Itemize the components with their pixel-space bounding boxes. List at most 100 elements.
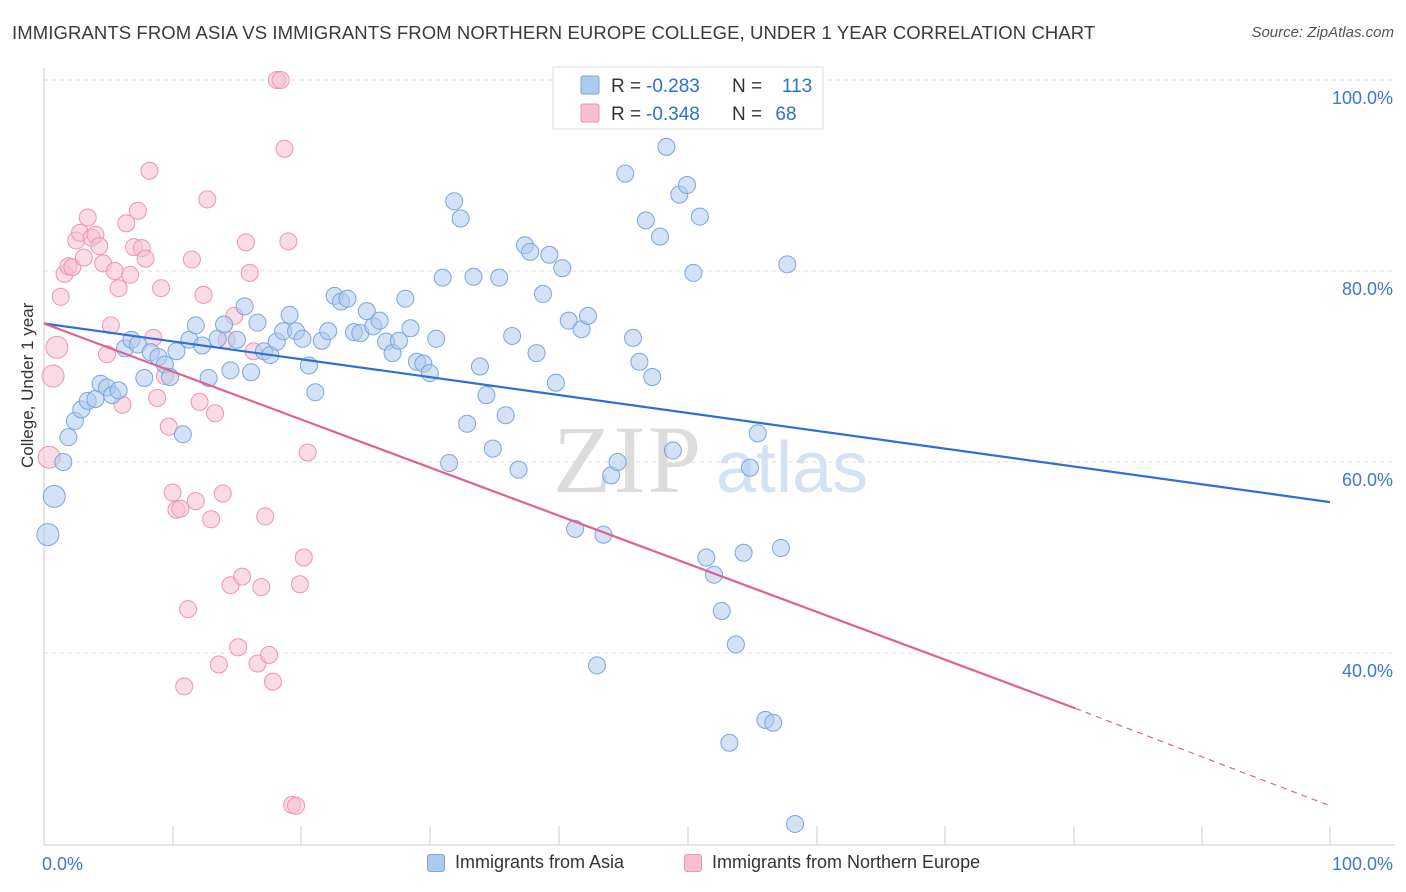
point-asia xyxy=(503,326,522,345)
point-europe xyxy=(202,510,221,529)
point-asia xyxy=(451,209,470,228)
legend-label-asia: Immigrants from Asia xyxy=(455,852,625,872)
point-asia xyxy=(771,538,790,557)
point-asia xyxy=(559,311,578,330)
point-europe xyxy=(78,208,97,227)
point-asia xyxy=(440,453,459,472)
point-asia xyxy=(587,656,606,675)
point-europe xyxy=(90,237,109,256)
point-asia xyxy=(684,263,703,282)
point-asia xyxy=(235,297,254,316)
point-asia xyxy=(135,368,154,387)
point-europe xyxy=(260,645,279,664)
point-europe xyxy=(179,600,198,619)
y-tick-label: 60.0% xyxy=(1342,470,1393,490)
point-asia xyxy=(306,383,325,402)
point-asia xyxy=(445,192,464,211)
point-europe xyxy=(159,417,178,436)
point-europe xyxy=(186,492,205,511)
point-europe xyxy=(236,233,255,252)
point-asia xyxy=(663,441,682,460)
point-asia xyxy=(712,601,731,620)
point-europe xyxy=(101,316,120,335)
point-europe xyxy=(41,364,65,388)
point-europe xyxy=(74,248,93,267)
point-europe xyxy=(105,262,124,280)
legend-swatch-europe xyxy=(684,853,702,872)
point-asia xyxy=(396,289,415,308)
point-asia xyxy=(720,733,739,752)
legend-top-r-label-europe: R = xyxy=(611,104,641,125)
point-asia xyxy=(215,315,234,334)
trend-lines xyxy=(43,322,1331,807)
point-europe xyxy=(287,796,306,815)
legend-top: R = -0.283 N = 113 R = -0.348 N = 68 xyxy=(552,66,824,130)
point-asia xyxy=(186,316,205,335)
point-asia xyxy=(109,381,128,400)
point-europe xyxy=(182,250,201,269)
point-asia xyxy=(616,164,635,183)
point-asia xyxy=(54,453,73,471)
point-asia xyxy=(477,386,496,405)
point-europe xyxy=(279,232,298,251)
point-asia xyxy=(248,313,267,332)
point-asia xyxy=(357,302,376,321)
point-europe xyxy=(98,345,117,364)
legend-top-n-label-asia: N = xyxy=(732,76,762,97)
point-asia xyxy=(608,453,627,471)
point-asia xyxy=(490,268,509,287)
point-asia xyxy=(370,311,389,330)
point-europe xyxy=(240,263,259,282)
watermark: ZIP atlas xyxy=(553,406,868,513)
point-europe xyxy=(63,258,82,277)
trend-line-europe-extension xyxy=(1075,707,1331,807)
point-asia xyxy=(578,306,597,325)
legend-item-europe: Immigrants from Northern Europe xyxy=(684,852,980,873)
point-asia xyxy=(786,814,805,833)
series-europe-points xyxy=(37,71,317,815)
watermark-atlas: atlas xyxy=(716,428,868,508)
point-europe xyxy=(290,575,309,594)
point-europe xyxy=(190,392,209,411)
watermark-zip: ZIP xyxy=(553,406,703,513)
legend-label-europe: Immigrants from Northern Europe xyxy=(712,852,981,872)
point-asia xyxy=(521,242,540,261)
point-asia xyxy=(401,319,420,338)
point-europe xyxy=(209,655,228,674)
point-asia xyxy=(636,211,655,230)
point-europe xyxy=(275,139,294,158)
point-europe xyxy=(51,287,70,306)
point-europe xyxy=(175,677,194,696)
point-europe xyxy=(252,578,271,597)
y-tick-label: 100.0% xyxy=(1332,88,1393,108)
point-asia xyxy=(389,331,408,350)
point-asia xyxy=(546,373,565,392)
point-europe xyxy=(213,484,232,503)
point-europe xyxy=(121,265,140,284)
point-asia xyxy=(697,548,716,567)
point-europe xyxy=(298,443,317,462)
point-europe xyxy=(163,483,182,502)
point-europe xyxy=(45,335,69,359)
point-asia xyxy=(630,352,649,371)
y-tick-label: 40.0% xyxy=(1342,661,1393,681)
point-europe xyxy=(117,214,136,233)
point-europe xyxy=(271,71,290,89)
point-asia xyxy=(540,245,559,264)
point-asia xyxy=(734,543,753,562)
trend-line-asia xyxy=(43,322,1331,504)
point-asia xyxy=(527,344,546,363)
point-europe xyxy=(194,285,213,304)
point-asia xyxy=(678,176,696,195)
point-europe xyxy=(229,638,248,657)
point-europe xyxy=(233,567,252,586)
point-asia xyxy=(741,458,760,477)
point-asia xyxy=(293,329,312,348)
x-tick-label: 0.0% xyxy=(42,854,83,874)
point-asia xyxy=(553,259,572,278)
point-asia xyxy=(173,425,192,444)
point-europe xyxy=(206,404,225,423)
point-asia xyxy=(726,635,745,654)
point-asia xyxy=(319,322,338,341)
